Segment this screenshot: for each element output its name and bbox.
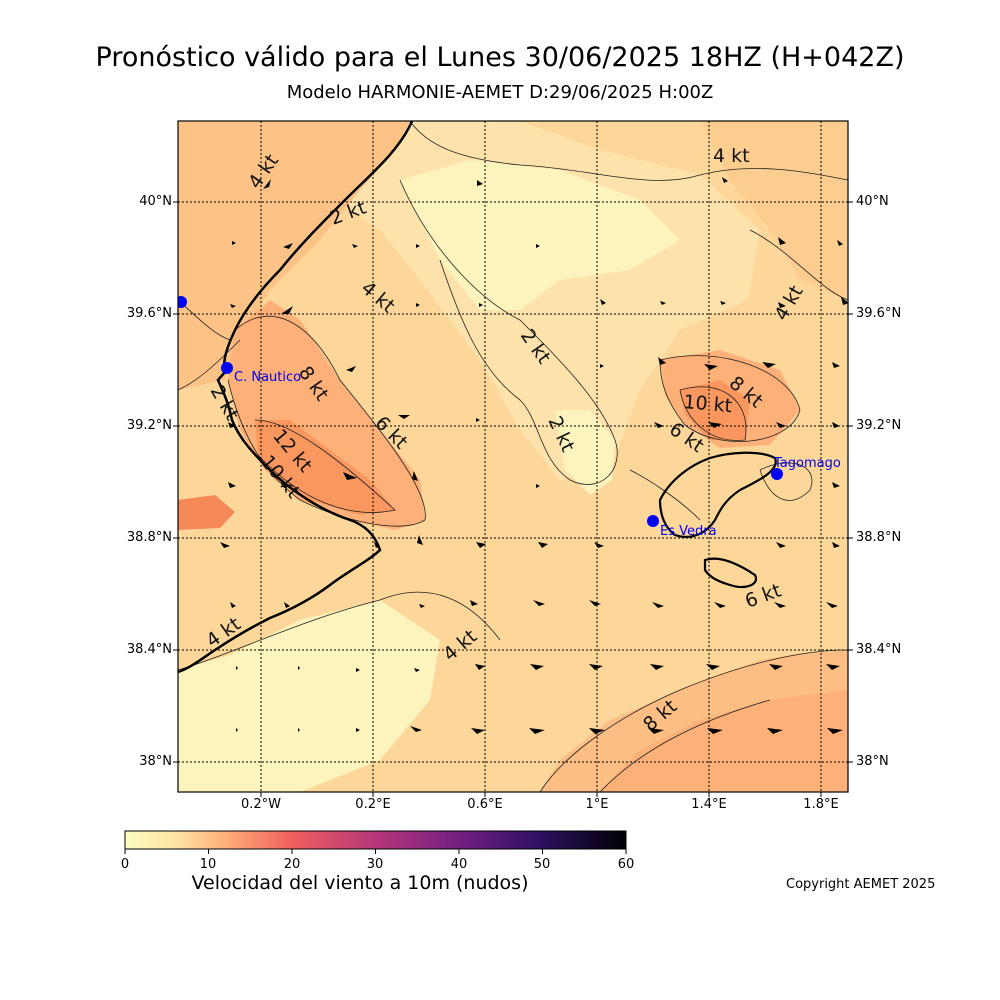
station-label-es-vedra: Es Vedra	[660, 524, 717, 539]
lat-tick-left: 40°N	[139, 194, 172, 209]
lon-tick: 1.4°E	[691, 797, 727, 812]
lat-tick-right: 39.6°N	[856, 306, 902, 321]
wind-field-calm-southwest	[178, 600, 440, 792]
lat-tick-left: 39.2°N	[126, 418, 172, 433]
lat-tick-right: 39.2°N	[856, 418, 902, 433]
colorbar-title: Velocidad del viento a 10m (nudos)	[191, 872, 529, 894]
station-marker-west[interactable]	[175, 296, 187, 308]
lat-tick-right: 38.4°N	[856, 642, 902, 657]
contour-label: 4 kt	[713, 145, 750, 167]
coastline-ibiza	[658, 451, 777, 538]
wind-field-calm-mid	[555, 410, 615, 495]
colorbar-tick-label: 10	[199, 857, 217, 872]
station-label-tagomago: Tagomago	[773, 456, 841, 471]
lon-tick: 1°E	[585, 797, 609, 812]
map-subtitle: Modelo HARMONIE-AEMET D:29/06/2025 H:00Z	[286, 82, 714, 103]
lon-tick: 0.2°E	[355, 797, 391, 812]
copyright-notice: Copyright AEMET 2025	[786, 877, 936, 892]
wind-field-southeast-core	[600, 690, 848, 792]
coastline-formentera	[703, 557, 758, 589]
wind-arrows	[220, 177, 848, 734]
lat-tick-right: 38°N	[856, 754, 889, 769]
lon-tick: 0.6°E	[467, 797, 503, 812]
lat-tick-right: 38.8°N	[856, 530, 902, 545]
station-marker-tagomago[interactable]	[771, 468, 783, 480]
colorbar-tick-label: 20	[283, 857, 301, 872]
map-frame	[177, 120, 849, 793]
map-title: Pronóstico válido para el Lunes 30/06/20…	[95, 42, 905, 73]
colorbar-tick-label: 0	[120, 857, 130, 872]
colorbar-tick-label: 50	[533, 857, 551, 872]
axis-tick-marks	[173, 201, 853, 797]
lat-tick-left: 38.8°N	[126, 530, 172, 545]
lat-tick-left: 38.4°N	[126, 642, 172, 657]
station-marker-c-nautico[interactable]	[221, 362, 233, 374]
station-label-c-nautico: C. Nautico	[234, 370, 301, 385]
colorbar	[124, 830, 627, 850]
coastline-iberia	[178, 121, 414, 674]
lon-tick: 1.8°E	[803, 797, 839, 812]
wind-field-northeast-corner	[700, 121, 848, 300]
wind-field-west-patch	[178, 495, 235, 530]
colorbar-tick-label: 30	[366, 857, 384, 872]
colorbar-ticks	[124, 849, 627, 854]
map-area: 4 kt 2 kt 4 kt 4 kt 2 kt 4 kt 8 kt 6 kt …	[175, 121, 848, 792]
lon-tick: 0.2°W	[240, 797, 282, 812]
wind-field-northeast-core	[680, 380, 750, 440]
colorbar-tick-label: 40	[450, 857, 468, 872]
wind-field-calm-north	[400, 160, 680, 310]
lat-tick-right: 40°N	[856, 194, 889, 209]
wind-field-land-north	[178, 121, 410, 390]
lat-tick-left: 38°N	[139, 754, 172, 769]
contour-label: 10 kt	[683, 391, 733, 417]
station-marker-es-vedra[interactable]	[647, 515, 659, 527]
wind-field-coastal-jet-core	[255, 420, 395, 515]
colorbar-tick-label: 60	[617, 857, 635, 872]
lat-tick-left: 39.6°N	[126, 306, 172, 321]
